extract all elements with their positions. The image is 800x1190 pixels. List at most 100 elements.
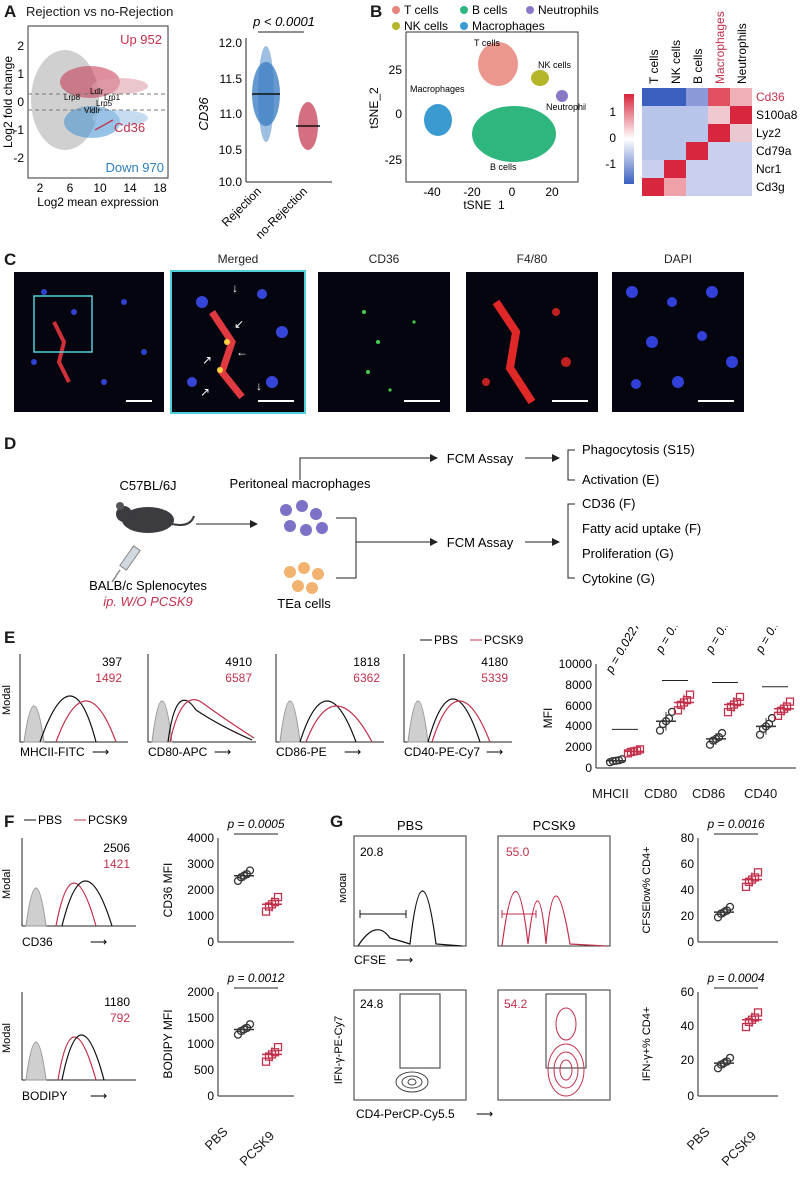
tsne-neutrophil-cluster bbox=[556, 90, 568, 102]
ma-gene-label: Lrp5 bbox=[96, 99, 113, 108]
svg-text:B cells: B cells bbox=[472, 3, 507, 17]
arrow-icon: ↗ bbox=[200, 385, 210, 399]
workflow-diagram: C57BL/6J BALB/c Splenocytes ip. W/O PCSK… bbox=[89, 442, 701, 611]
data-point bbox=[685, 690, 695, 699]
svg-text:0: 0 bbox=[207, 1089, 214, 1103]
panel-letter-e: E bbox=[4, 628, 16, 647]
heatmap-col-label: B cells bbox=[691, 49, 705, 84]
histo-cd80: 4910 6587 CD80-APC ⟶ bbox=[147, 654, 256, 759]
data-point bbox=[735, 692, 745, 702]
assay-output: Cytokine (G) bbox=[582, 571, 655, 586]
ma-xtick: 2 bbox=[37, 181, 44, 195]
dot-group-label: Rejection bbox=[219, 184, 264, 229]
ma-xtick: 6 bbox=[67, 181, 74, 195]
cd36-mfi-plot: p = 0.0005 4000 3000 2000 1000 0 CD36 MF… bbox=[161, 817, 294, 949]
tsne-nk-cluster bbox=[531, 70, 549, 86]
svg-text:4180: 4180 bbox=[481, 655, 508, 669]
svg-text:Modal: Modal bbox=[1, 1023, 13, 1053]
cfse-histograms: PBS PCSK9 Modal 20.8 55.0 CFSE ⟶ bbox=[340, 818, 611, 967]
ma-xtick: 10 bbox=[93, 181, 107, 195]
svg-text:40: 40 bbox=[681, 1019, 695, 1033]
svg-text:⟶: ⟶ bbox=[90, 1089, 107, 1103]
heatmap-row-label: Cd3g bbox=[756, 180, 785, 194]
panel-letter-d: D bbox=[4, 434, 17, 453]
svg-text:CD40-PE-Cy7: CD40-PE-Cy7 bbox=[404, 745, 480, 759]
scale-bar bbox=[698, 400, 734, 402]
histo-mhcii: 397 1492 MHCII-FITC ⟶ bbox=[19, 654, 128, 759]
histo-cd86: 1818 6362 CD86-PE ⟶ bbox=[275, 654, 384, 759]
svg-text:PBS: PBS bbox=[434, 633, 458, 647]
group-label: PBS bbox=[683, 1124, 713, 1154]
svg-text:⟶: ⟶ bbox=[396, 953, 413, 967]
svg-text:p = 0.0004: p = 0.0004 bbox=[706, 971, 764, 985]
svg-text:54.2: 54.2 bbox=[504, 997, 528, 1011]
svg-text:24.8: 24.8 bbox=[360, 997, 384, 1011]
svg-text:Modal: Modal bbox=[340, 873, 349, 903]
svg-text:20: 20 bbox=[681, 1053, 695, 1067]
svg-text:4910: 4910 bbox=[225, 655, 252, 669]
assay-output: CD36 (F) bbox=[582, 496, 635, 511]
tsne-bcell-cluster bbox=[472, 106, 556, 162]
injection-text: BALB/c Splenocytes bbox=[89, 578, 207, 593]
mfi-chart: 10000 8000 6000 4000 2000 0 MFI p = 0.02… bbox=[541, 626, 796, 775]
svg-text:⟶: ⟶ bbox=[214, 745, 231, 759]
svg-text:1000: 1000 bbox=[187, 1037, 214, 1051]
svg-text:CFSElow% CD4+: CFSElow% CD4+ bbox=[641, 846, 653, 933]
panel-letter-a: A bbox=[4, 2, 17, 21]
svg-text:20.8: 20.8 bbox=[360, 845, 384, 859]
ma-cd36-label: Cd36 bbox=[114, 120, 145, 135]
data-point bbox=[245, 866, 255, 875]
tsne-xtick: 20 bbox=[545, 185, 559, 199]
mfi-pvalue: p = 0.0223 bbox=[702, 626, 743, 656]
svg-text:CD36 MFI: CD36 MFI bbox=[161, 863, 175, 918]
tsne-plot: T cells NK cells Macrophages Neutrophils… bbox=[367, 31, 586, 210]
svg-text:CD86-PE: CD86-PE bbox=[276, 745, 327, 759]
tsne-ytick: -25 bbox=[385, 153, 403, 167]
macrophage-cells-icon bbox=[280, 500, 328, 536]
data-point bbox=[767, 713, 777, 723]
ma-plot: 2 6 10 14 18 2 1 0 -1 -2 Up 952 Down 970… bbox=[1, 25, 169, 209]
activation-histograms: PBS PCSK9 Modal 397 1492 MHCII-FITC ⟶ 49… bbox=[1, 633, 524, 759]
svg-text:3000: 3000 bbox=[187, 857, 214, 871]
ma-up-label: Up 952 bbox=[120, 32, 162, 47]
svg-text:0: 0 bbox=[687, 935, 694, 949]
svg-text:CFSE: CFSE bbox=[354, 953, 386, 967]
syringe-icon bbox=[111, 545, 141, 583]
data-point bbox=[273, 892, 283, 902]
svg-text:⟶: ⟶ bbox=[92, 745, 109, 759]
dot-ytick: 11.5 bbox=[220, 72, 243, 86]
assay-output: Phagocytosis (S15) bbox=[582, 442, 695, 457]
heatmap-cells bbox=[642, 88, 752, 196]
svg-text:2000: 2000 bbox=[187, 985, 214, 999]
mfi-group-label: MHCII bbox=[592, 786, 629, 801]
heatmap-col-label: Macrophages bbox=[713, 11, 727, 84]
ma-gene-label: Vldlr bbox=[84, 106, 100, 115]
svg-text:BODIPY: BODIPY bbox=[22, 1089, 67, 1103]
svg-text:⟶: ⟶ bbox=[344, 745, 361, 759]
svg-text:CD4-PerCP-Cy5.5: CD4-PerCP-Cy5.5 bbox=[356, 1107, 455, 1121]
heatmap-colorbar bbox=[624, 94, 634, 184]
mfi-pvalue: p = 0.0368 bbox=[652, 626, 693, 656]
heatmap-scale-label: 0 bbox=[609, 131, 616, 145]
panel-letter-f: F bbox=[4, 812, 15, 831]
tsne-cluster-label: NK cells bbox=[538, 60, 572, 70]
dot-ytick: 10.5 bbox=[219, 143, 243, 157]
tsne-macrophage-cluster bbox=[424, 104, 452, 136]
svg-text:1492: 1492 bbox=[95, 671, 122, 685]
svg-text:Neutrophils: Neutrophils bbox=[538, 3, 599, 17]
mfi-ylabel: MFI bbox=[541, 708, 555, 729]
heatmap-scale-label: -1 bbox=[605, 157, 616, 171]
dot-ylabel: CD36 bbox=[196, 97, 211, 131]
cd36-dot-plot: p < 0.0001 12.0 11.5 11.0 10.5 10.0 CD36… bbox=[196, 14, 332, 242]
micrograph-cd36: CD36 bbox=[318, 252, 450, 412]
no-rejection-dots bbox=[296, 102, 320, 150]
micrograph-title: Merged bbox=[217, 252, 259, 266]
mfi-ytick: 2000 bbox=[565, 740, 592, 754]
mfi-ytick: 6000 bbox=[565, 699, 592, 713]
svg-text:IFN-γ+% CD4+: IFN-γ+% CD4+ bbox=[641, 1007, 653, 1082]
data-point bbox=[655, 726, 665, 735]
svg-text:5339: 5339 bbox=[481, 671, 508, 685]
mfi-ytick: 4000 bbox=[565, 719, 592, 733]
svg-text:0: 0 bbox=[207, 935, 214, 949]
dot-ytick: 12.0 bbox=[219, 36, 243, 50]
